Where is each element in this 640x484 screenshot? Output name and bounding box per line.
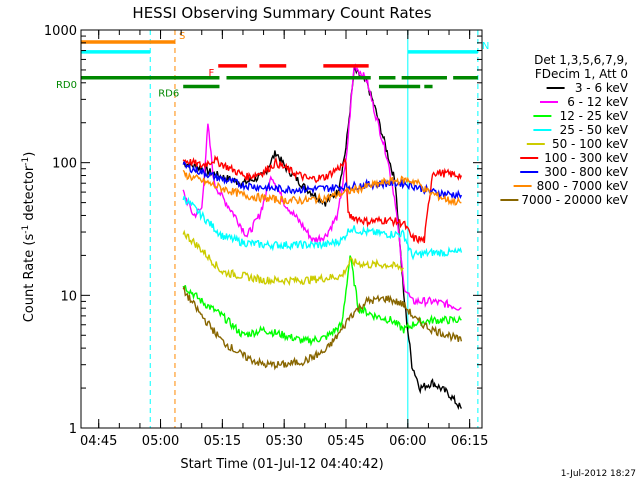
series-line-7	[182, 169, 462, 206]
series-line-1	[182, 63, 462, 311]
flag-label-3: RD0	[56, 80, 77, 91]
legend-header-line-1: Det 1,3,5,6,7,9,	[534, 53, 628, 67]
x-tick-label-2: 05:15	[204, 434, 241, 449]
legend-entry-label-1: 6 - 12 keV	[567, 95, 629, 109]
y-tick-label-2: 100	[52, 157, 77, 172]
legend-entry-label-7: 800 - 7000 keV	[537, 179, 629, 193]
y-tick-label-1: 10	[60, 289, 77, 304]
y-axis-label: Count Rate (s-1 detector-1)	[21, 152, 37, 323]
legend-entry-label-0: 3 - 6 keV	[575, 81, 629, 95]
legend-entry-label-5: 100 - 300 keV	[544, 151, 628, 165]
legend-entry-label-3: 25 - 50 keV	[560, 123, 629, 137]
series-line-2	[182, 255, 462, 347]
series-line-5	[182, 154, 463, 245]
legend-entry-label-4: 50 - 100 keV	[552, 137, 629, 151]
axes: 1 10 100 1000 04:45 05:00 05:15 05:30 05:45 06:00…	[44, 24, 488, 449]
y-axis-label-main: Count Rate (s	[22, 234, 37, 323]
series-line-0	[183, 66, 463, 411]
series-line-8	[182, 285, 463, 371]
chart-title: HESSI Observing Summary Count Rates	[132, 4, 431, 22]
y-axis-label-rest: detector	[22, 165, 37, 225]
series-line-6	[182, 160, 463, 200]
plot-frame	[80, 29, 483, 429]
y-axis-label-sup: -1	[21, 225, 31, 234]
y-axis-label-end: )	[22, 152, 37, 157]
x-tick-label-6: 06:15	[451, 434, 488, 449]
x-tick-label-5: 06:00	[389, 434, 426, 449]
y-tick-label-3: 1000	[44, 24, 77, 39]
series-line-4	[182, 229, 404, 287]
legend-entry-label-2: 12 - 25 keV	[560, 109, 629, 123]
plot-area	[149, 30, 479, 428]
x-tick-label-4: 05:45	[327, 434, 364, 449]
flag-label-1: N	[482, 41, 489, 52]
flag-label-4: RD6	[158, 89, 179, 100]
x-tick-label-3: 05:30	[265, 434, 302, 449]
x-axis-label: Start Time (01-Jul-12 04:40:42)	[180, 457, 383, 472]
flag-label-0: S	[179, 31, 185, 42]
footer-date: 1-Jul-2012 18:27	[561, 469, 636, 479]
y-tick-label-0: 1	[69, 422, 77, 437]
series-line-3	[182, 195, 463, 261]
x-tick-label-1: 05:00	[142, 434, 179, 449]
legend-entry-label-6: 300 - 800 keV	[544, 165, 628, 179]
legend-header-line-2: FDecim 1, Att 0	[535, 67, 628, 81]
legend-entry-label-8: 7000 - 20000 keV	[521, 193, 628, 207]
x-tick-label-0: 04:45	[80, 434, 117, 449]
y-axis-label-sup2: -1	[21, 157, 31, 166]
flag-bars: S N F RD0 RD6	[56, 31, 489, 100]
legend: Det 1,3,5,6,7,9, FDecim 1, Att 0 3 - 6 k…	[500, 53, 629, 207]
flag-label-2: F	[208, 68, 214, 79]
